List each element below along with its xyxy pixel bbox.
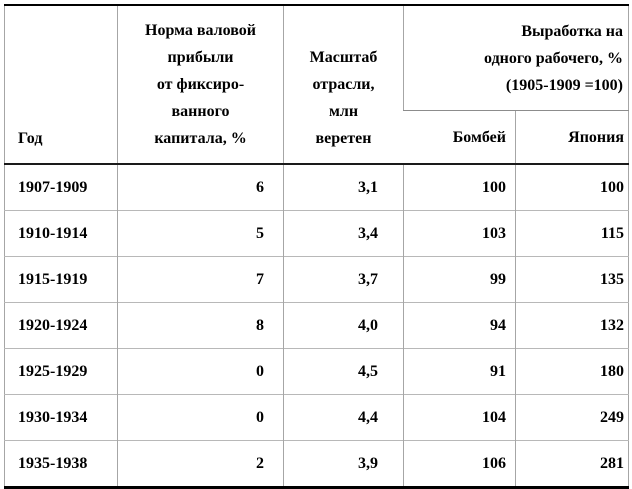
column-header-bombay: Бомбей	[403, 110, 516, 165]
cell-profit-rate: 6	[117, 164, 284, 211]
cell-japan-output: 115	[514, 210, 629, 257]
cell-japan-output: 281	[514, 440, 629, 488]
column-header-industry-scale: Масштаб отрасли, млн веретен	[283, 5, 404, 165]
cell-industry-scale: 3,4	[283, 210, 404, 257]
table-body: 1907-1909 6 3,1 100 100 1910-1914 5 3,4 …	[4, 164, 629, 488]
cell-japan-output: 135	[514, 256, 629, 303]
table-row: 1907-1909 6 3,1 100 100	[5, 164, 629, 211]
table-header: Год Норма валовой прибыли от фиксиро- ва…	[4, 5, 629, 165]
cell-year: 1907-1909	[18, 178, 88, 196]
cell-profit-rate: 2	[117, 440, 284, 488]
cell-year: 1910-1914	[4, 210, 118, 257]
column-header-output-per-worker: Выработка на одного рабочего, % (1905-19…	[402, 5, 629, 111]
column-header-japan: Япония	[514, 110, 629, 165]
cell-japan-output: 132	[514, 302, 629, 349]
cell-bombay-output: 106	[403, 440, 516, 488]
cell-year: 1920-1924	[4, 302, 118, 349]
cell-japan-output: 100	[514, 164, 629, 211]
cell-profit-rate: 7	[117, 256, 284, 303]
cell-profit-rate: 0	[117, 348, 284, 395]
column-header-year: Год	[4, 5, 118, 165]
table-row: 1915-1919 7 3,7 99 135	[4, 256, 629, 303]
cell-japan-output: 249	[514, 394, 629, 441]
cell-profit-rate: 8	[117, 302, 284, 349]
cell-year: 1935-1938	[4, 440, 118, 488]
table-row: 1910-1914 5 3,4 103 115	[4, 210, 629, 257]
cell-industry-scale: 3,1	[283, 164, 404, 211]
cell-bombay-output: 94	[403, 302, 516, 349]
cell-bombay-output: 91	[403, 348, 516, 395]
table-row: 1935-1938 2 3,9 106 281	[4, 440, 629, 488]
table-row: 1925-1929 0 4,5 91 180	[4, 348, 629, 395]
cell-bombay-output: 103	[403, 210, 516, 257]
cell-year: 1930-1934	[4, 394, 118, 441]
profit-output-table: Год Норма валовой прибыли от фиксиро- ва…	[4, 4, 630, 489]
cell-year: 1915-1919	[4, 256, 118, 303]
cell-profit-rate: 0	[117, 394, 284, 441]
cell-industry-scale: 3,7	[283, 256, 404, 303]
cell-bombay-output: 100	[403, 164, 516, 211]
cell-year: 1925-1929	[4, 348, 118, 395]
cell-bombay-output: 104	[403, 394, 516, 441]
table-row: 1920-1924 8 4,0 94 132	[4, 302, 629, 349]
cell-industry-scale: 4,0	[283, 302, 404, 349]
cell-industry-scale: 3,9	[283, 440, 404, 488]
table-row: 1930-1934 0 4,4 104 249	[4, 394, 629, 441]
cell-bombay-output: 99	[403, 256, 516, 303]
statistics-table-container: Год Норма валовой прибыли от фиксиро- ва…	[4, 4, 630, 489]
column-header-gross-profit-rate: Норма валовой прибыли от фиксиро- ванног…	[117, 5, 284, 165]
cell-japan-output: 180	[514, 348, 629, 395]
cell-industry-scale: 4,4	[283, 394, 404, 441]
cell-industry-scale: 4,5	[283, 348, 404, 395]
cell-profit-rate: 5	[117, 210, 284, 257]
